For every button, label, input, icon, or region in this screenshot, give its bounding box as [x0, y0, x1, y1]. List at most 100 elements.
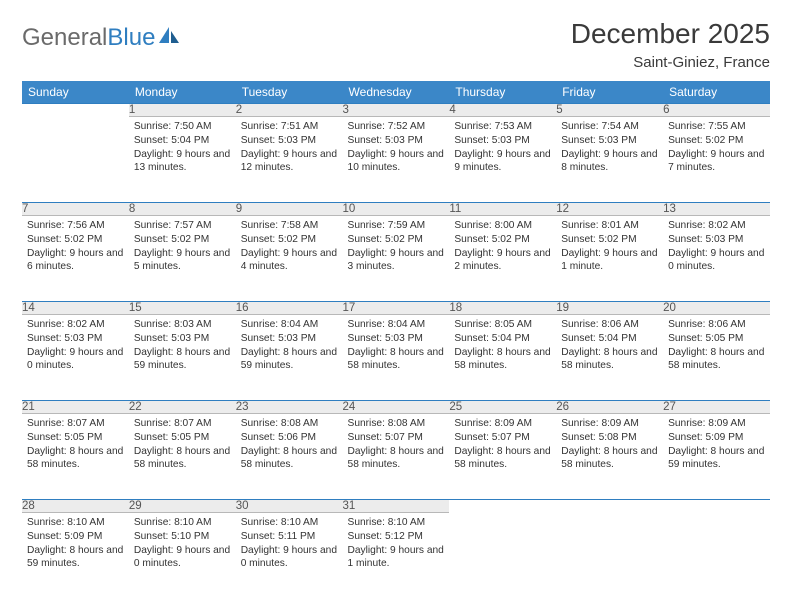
- day-number-cell: 19: [556, 302, 663, 315]
- daylight-line: Daylight: 9 hours and 1 minute.: [348, 544, 445, 572]
- sunrise-line: Sunrise: 8:01 AM: [561, 219, 658, 233]
- sunset-line: Sunset: 5:05 PM: [134, 431, 231, 445]
- day-details: Sunrise: 8:10 AMSunset: 5:10 PMDaylight:…: [129, 513, 236, 577]
- day-details: Sunrise: 8:07 AMSunset: 5:05 PMDaylight:…: [22, 414, 129, 478]
- sunrise-line: Sunrise: 7:52 AM: [348, 120, 445, 134]
- day-number-cell: 28: [22, 500, 129, 513]
- day-details: Sunrise: 7:50 AMSunset: 5:04 PMDaylight:…: [129, 117, 236, 181]
- day-body-cell: Sunrise: 8:06 AMSunset: 5:04 PMDaylight:…: [556, 315, 663, 401]
- day-body-cell: Sunrise: 7:56 AMSunset: 5:02 PMDaylight:…: [22, 216, 129, 302]
- day-number-cell: 7: [22, 203, 129, 216]
- day-number-cell: [556, 500, 663, 513]
- dayhead-thu: Thursday: [449, 81, 556, 104]
- day-body-cell: [22, 117, 129, 203]
- day-body-cell: Sunrise: 8:05 AMSunset: 5:04 PMDaylight:…: [449, 315, 556, 401]
- sunset-line: Sunset: 5:03 PM: [454, 134, 551, 148]
- sunset-line: Sunset: 5:09 PM: [668, 431, 765, 445]
- sunset-line: Sunset: 5:03 PM: [241, 332, 338, 346]
- sunset-line: Sunset: 5:10 PM: [134, 530, 231, 544]
- sunrise-line: Sunrise: 8:00 AM: [454, 219, 551, 233]
- day-body-cell: [449, 513, 556, 599]
- sunset-line: Sunset: 5:04 PM: [454, 332, 551, 346]
- calendar-body: 123456Sunrise: 7:50 AMSunset: 5:04 PMDay…: [22, 104, 770, 599]
- sunset-line: Sunset: 5:07 PM: [348, 431, 445, 445]
- day-number-cell: [22, 104, 129, 117]
- day-details: Sunrise: 8:03 AMSunset: 5:03 PMDaylight:…: [129, 315, 236, 379]
- sunrise-line: Sunrise: 8:09 AM: [668, 417, 765, 431]
- daylight-line: Daylight: 8 hours and 58 minutes.: [241, 445, 338, 473]
- sunrise-line: Sunrise: 7:53 AM: [454, 120, 551, 134]
- daylight-line: Daylight: 8 hours and 58 minutes.: [454, 346, 551, 374]
- day-body-cell: Sunrise: 8:09 AMSunset: 5:07 PMDaylight:…: [449, 414, 556, 500]
- brand-part1: General: [22, 24, 107, 51]
- day-number-cell: 5: [556, 104, 663, 117]
- sunset-line: Sunset: 5:03 PM: [27, 332, 124, 346]
- daylight-line: Daylight: 8 hours and 59 minutes.: [27, 544, 124, 572]
- sunset-line: Sunset: 5:05 PM: [27, 431, 124, 445]
- day-body-cell: Sunrise: 7:54 AMSunset: 5:03 PMDaylight:…: [556, 117, 663, 203]
- day-body-cell: Sunrise: 7:50 AMSunset: 5:04 PMDaylight:…: [129, 117, 236, 203]
- day-details: Sunrise: 8:00 AMSunset: 5:02 PMDaylight:…: [449, 216, 556, 280]
- sunset-line: Sunset: 5:04 PM: [134, 134, 231, 148]
- day-body-cell: Sunrise: 8:10 AMSunset: 5:12 PMDaylight:…: [343, 513, 450, 599]
- daylight-line: Daylight: 8 hours and 58 minutes.: [134, 445, 231, 473]
- day-body-cell: Sunrise: 8:01 AMSunset: 5:02 PMDaylight:…: [556, 216, 663, 302]
- day-body-cell: Sunrise: 8:08 AMSunset: 5:06 PMDaylight:…: [236, 414, 343, 500]
- day-number-cell: 9: [236, 203, 343, 216]
- daylight-line: Daylight: 8 hours and 59 minutes.: [241, 346, 338, 374]
- day-details: Sunrise: 8:09 AMSunset: 5:09 PMDaylight:…: [663, 414, 770, 478]
- daylight-line: Daylight: 9 hours and 2 minutes.: [454, 247, 551, 275]
- day-number-cell: 10: [343, 203, 450, 216]
- day-body-cell: Sunrise: 8:02 AMSunset: 5:03 PMDaylight:…: [663, 216, 770, 302]
- day-number-cell: 17: [343, 302, 450, 315]
- sunrise-line: Sunrise: 8:06 AM: [561, 318, 658, 332]
- sunrise-line: Sunrise: 8:08 AM: [241, 417, 338, 431]
- sunset-line: Sunset: 5:11 PM: [241, 530, 338, 544]
- dayhead-fri: Friday: [556, 81, 663, 104]
- day-body-cell: Sunrise: 8:10 AMSunset: 5:11 PMDaylight:…: [236, 513, 343, 599]
- day-number-cell: 18: [449, 302, 556, 315]
- sunset-line: Sunset: 5:02 PM: [454, 233, 551, 247]
- day-details: Sunrise: 8:01 AMSunset: 5:02 PMDaylight:…: [556, 216, 663, 280]
- day-number-cell: [663, 500, 770, 513]
- daylight-line: Daylight: 9 hours and 3 minutes.: [348, 247, 445, 275]
- sail-icon: [159, 27, 181, 45]
- sunrise-line: Sunrise: 8:07 AM: [27, 417, 124, 431]
- sunrise-line: Sunrise: 8:09 AM: [454, 417, 551, 431]
- dayhead-sun: Sunday: [22, 81, 129, 104]
- day-number-cell: 22: [129, 401, 236, 414]
- day-number-cell: 3: [343, 104, 450, 117]
- day-details: Sunrise: 8:10 AMSunset: 5:12 PMDaylight:…: [343, 513, 450, 577]
- day-body-cell: Sunrise: 8:02 AMSunset: 5:03 PMDaylight:…: [22, 315, 129, 401]
- sunset-line: Sunset: 5:12 PM: [348, 530, 445, 544]
- day-number-cell: 11: [449, 203, 556, 216]
- daylight-line: Daylight: 9 hours and 9 minutes.: [454, 148, 551, 176]
- dayhead-sat: Saturday: [663, 81, 770, 104]
- daylight-line: Daylight: 8 hours and 59 minutes.: [134, 346, 231, 374]
- daylight-line: Daylight: 9 hours and 4 minutes.: [241, 247, 338, 275]
- page-title: December 2025: [571, 18, 770, 50]
- sunset-line: Sunset: 5:02 PM: [27, 233, 124, 247]
- day-details: Sunrise: 8:05 AMSunset: 5:04 PMDaylight:…: [449, 315, 556, 379]
- sunset-line: Sunset: 5:02 PM: [348, 233, 445, 247]
- week-daynum-row: 14151617181920: [22, 302, 770, 315]
- day-body-cell: [556, 513, 663, 599]
- day-details: Sunrise: 8:09 AMSunset: 5:07 PMDaylight:…: [449, 414, 556, 478]
- day-details: Sunrise: 7:53 AMSunset: 5:03 PMDaylight:…: [449, 117, 556, 181]
- daylight-line: Daylight: 8 hours and 58 minutes.: [27, 445, 124, 473]
- calendar-table: Sunday Monday Tuesday Wednesday Thursday…: [22, 81, 770, 599]
- daylight-line: Daylight: 8 hours and 58 minutes.: [454, 445, 551, 473]
- sunset-line: Sunset: 5:02 PM: [561, 233, 658, 247]
- location-subtitle: Saint-Giniez, France: [571, 54, 770, 71]
- sunrise-line: Sunrise: 7:55 AM: [668, 120, 765, 134]
- brand-part2: Blue: [107, 24, 155, 51]
- sunrise-line: Sunrise: 8:02 AM: [27, 318, 124, 332]
- week-body-row: Sunrise: 8:02 AMSunset: 5:03 PMDaylight:…: [22, 315, 770, 401]
- sunrise-line: Sunrise: 7:50 AM: [134, 120, 231, 134]
- day-body-cell: Sunrise: 8:10 AMSunset: 5:10 PMDaylight:…: [129, 513, 236, 599]
- sunrise-line: Sunrise: 7:54 AM: [561, 120, 658, 134]
- sunrise-line: Sunrise: 7:59 AM: [348, 219, 445, 233]
- day-details: Sunrise: 7:54 AMSunset: 5:03 PMDaylight:…: [556, 117, 663, 181]
- day-details: Sunrise: 7:57 AMSunset: 5:02 PMDaylight:…: [129, 216, 236, 280]
- day-details: Sunrise: 8:08 AMSunset: 5:07 PMDaylight:…: [343, 414, 450, 478]
